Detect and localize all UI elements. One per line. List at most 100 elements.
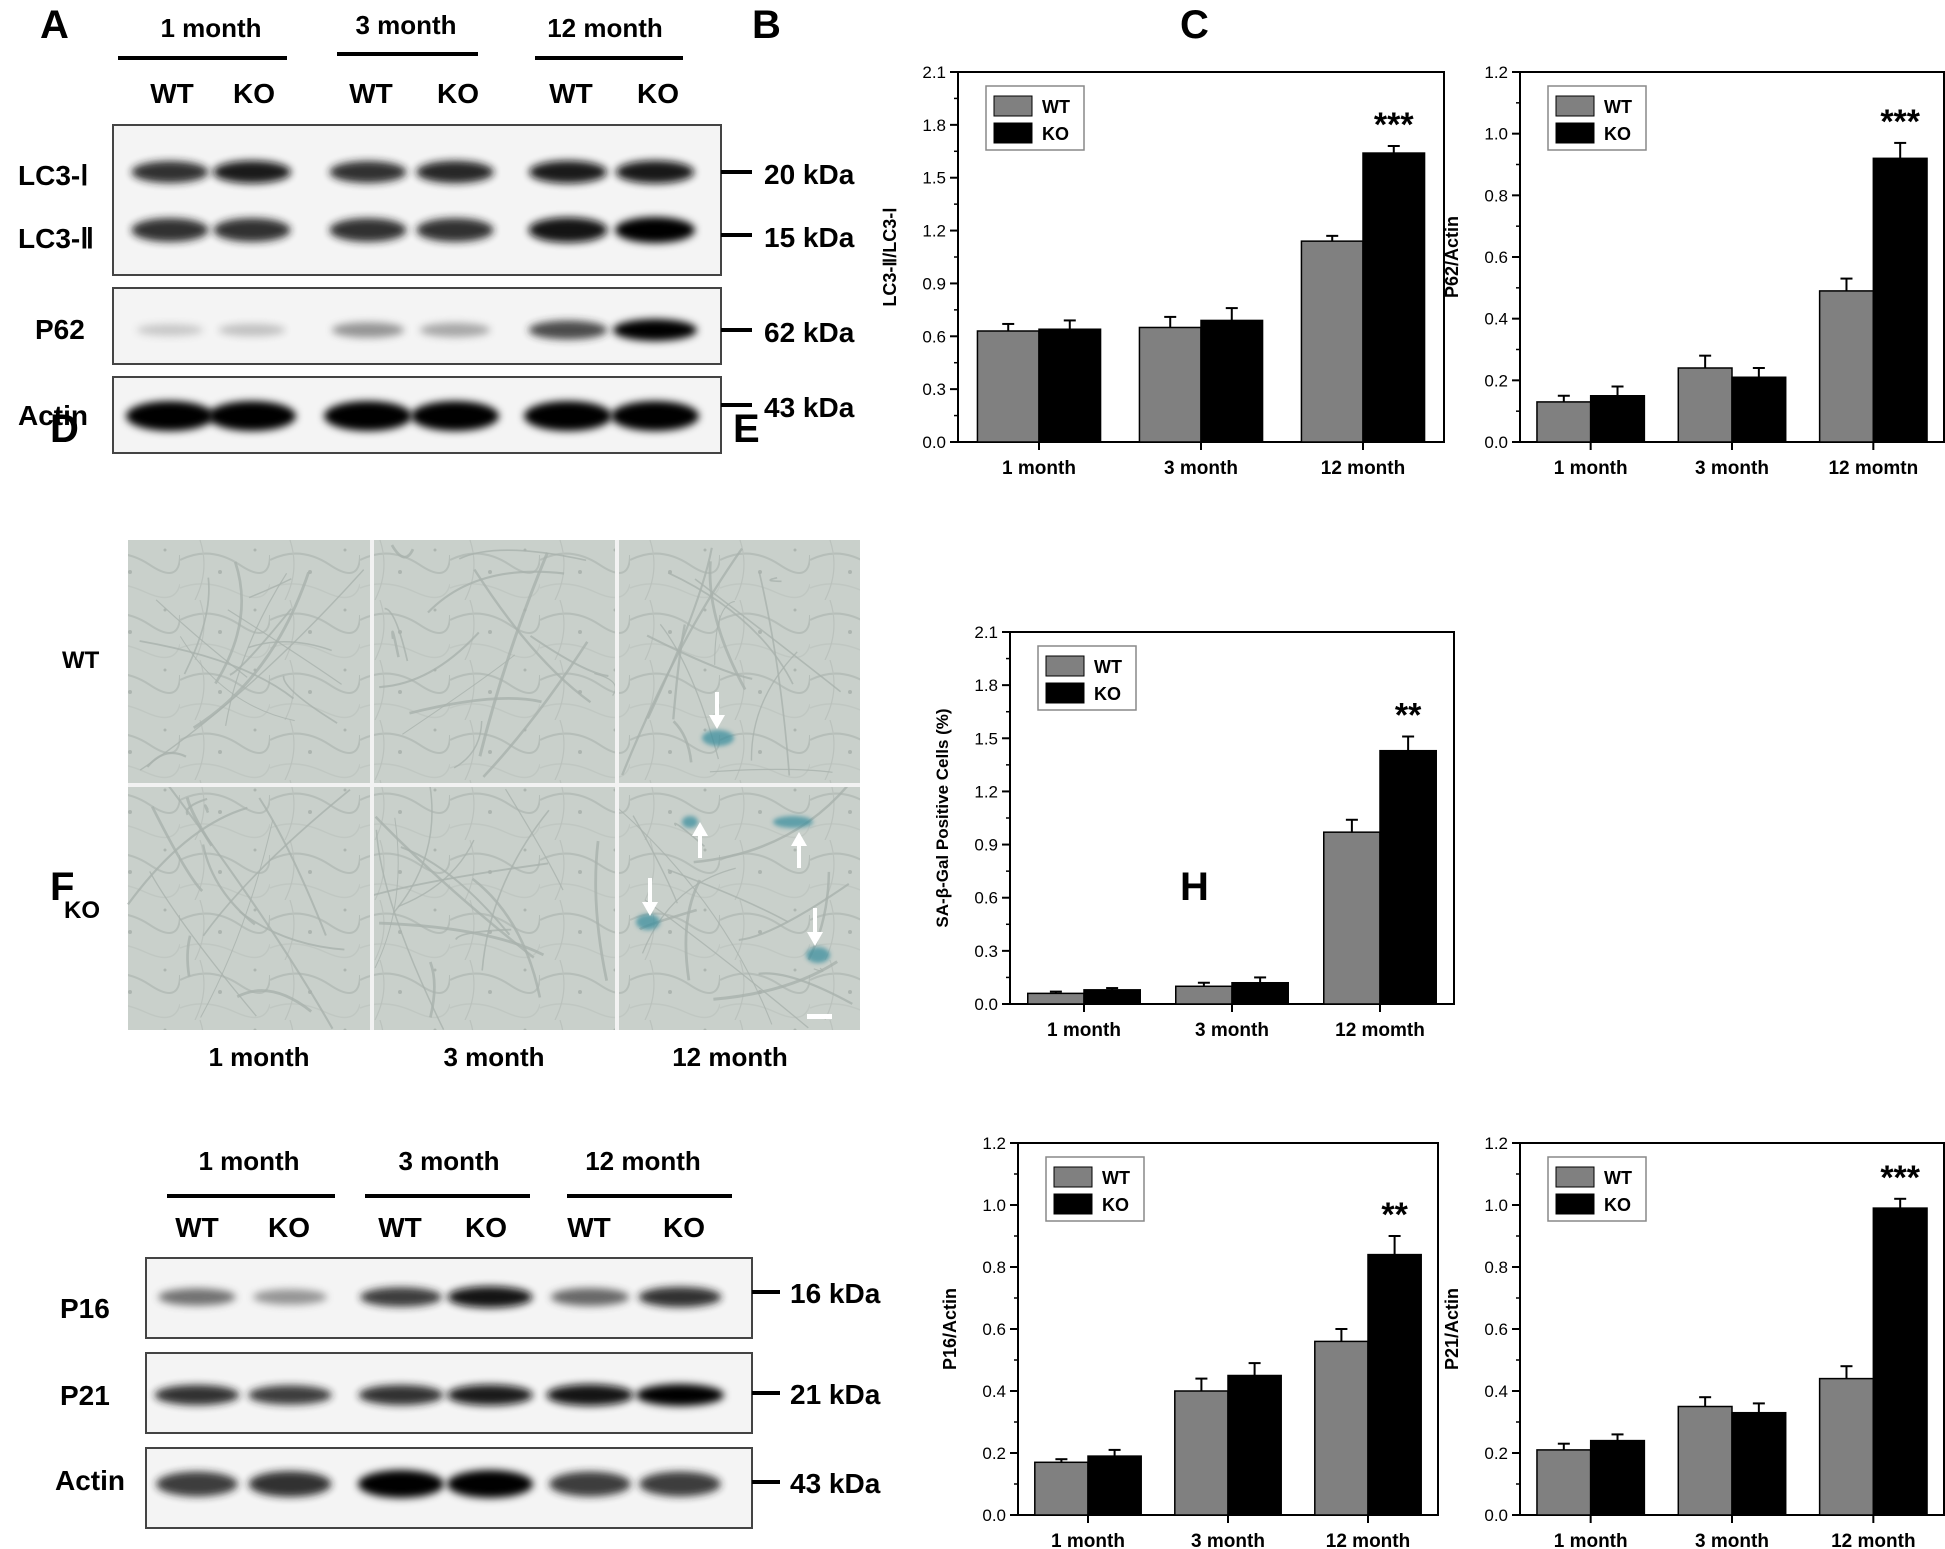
chart-e-ytick-label: 0.0: [974, 995, 998, 1014]
chart-g-ytick-label: 0.8: [982, 1258, 1006, 1277]
chart-b-xtick-label: 3 month: [1164, 458, 1238, 479]
cell-process: [375, 829, 445, 1031]
cell-process: [714, 600, 735, 665]
arrow-head: [807, 932, 823, 946]
cell-process: [641, 867, 736, 954]
blot-f-p21-band-3: [358, 1384, 444, 1406]
arrow-head: [791, 832, 807, 846]
chart-b-bar-wt-3: [1300, 240, 1364, 443]
cell-process: [384, 607, 409, 662]
panel-label-b: B: [752, 3, 781, 47]
cell-process: [632, 815, 678, 904]
chart-e-bar-ko-3: [1379, 749, 1437, 1005]
cell-process: [179, 636, 295, 722]
blot-a-lane-1: WT: [150, 78, 194, 109]
blot-a-lc3-i-band-2: [213, 160, 291, 184]
chart-h-legend-label-wt: WT: [1604, 1168, 1632, 1188]
blot-a-lc3-ii-band-4: [416, 218, 494, 242]
blot-a-actin-band-6: [611, 401, 699, 431]
cell-process: [709, 768, 833, 773]
cell-process: [214, 561, 244, 685]
chart-h-ytick-label: 0.8: [1484, 1258, 1508, 1277]
micro-d: WT KO 1 month 3 month 12 month: [62, 540, 860, 1072]
blot-a-actin-band-4: [411, 401, 499, 431]
chart-b-ytick-label: 0.0: [922, 433, 946, 452]
chart-e-ytick-label: 0.6: [974, 889, 998, 908]
cell-process: [185, 797, 208, 816]
cell-process: [248, 641, 332, 652]
chart-g: 0.0 0.2 0.4 0.6 0.8 1.0 1.2 P16/Actin 1 month 3 m…: [940, 1134, 1439, 1549]
blot-a-kda-2: 15 kDa: [764, 222, 855, 253]
blot-f-lane-5: WT: [567, 1212, 611, 1243]
cell-process: [594, 840, 609, 981]
chart-e-legend-label-ko: KO: [1094, 684, 1121, 704]
blot-a-p62-band-3: [331, 322, 405, 338]
micro-d-row-label-1: WT: [62, 647, 100, 674]
blot-a-lc3-i-band-3: [329, 160, 407, 184]
cell-process: [667, 868, 789, 923]
chart-e-ytick-label: 1.2: [974, 782, 998, 801]
blot-a-lc3-ii-band-5: [528, 217, 608, 243]
cell-process: [167, 785, 334, 1030]
chart-h-xtick-label: 1 month: [1554, 1531, 1628, 1549]
chart-e-legend-swatch-wt: [1045, 655, 1085, 677]
blot-a-kda-1: 20 kDa: [764, 159, 855, 190]
micro-d-annotations: [636, 692, 830, 963]
blot-a-row-label-1: LC3-Ⅰ: [18, 160, 88, 191]
arrow-icon: [642, 878, 658, 916]
cell-process: [769, 577, 782, 583]
blot-a-lane-5: WT: [549, 78, 593, 109]
chart-e-bar-wt-3: [1323, 831, 1381, 1005]
chart-h-bar-ko-3: [1872, 1207, 1928, 1516]
blot-a: 1 month 3 month 12 month WT KO WT KO WT …: [18, 10, 855, 454]
chart-b-xtick-label: 12 month: [1321, 458, 1405, 479]
chart-g-bar-ko-2: [1227, 1374, 1282, 1516]
blot-a-p62-band-6: [613, 319, 697, 341]
blot-f-row-label-2: P21: [60, 1380, 110, 1411]
micro-d-col-label-3: 12 month: [672, 1042, 788, 1072]
chart-g-bar-wt-3: [1314, 1340, 1369, 1516]
cell-process: [482, 641, 589, 778]
cell-process: [409, 697, 542, 715]
blot-a-actin-band-2: [208, 401, 296, 431]
chart-h-legend-label-ko: KO: [1604, 1195, 1631, 1215]
chart-h: 0.0 0.2 0.4 0.6 0.8 1.0 1.2 P21/Actin 1 month 3 m…: [1442, 1134, 1945, 1549]
blot-f-kda-2: 21 kDa: [790, 1379, 881, 1410]
blot-a-bands: [126, 160, 699, 431]
blot-f-lane-3: WT: [378, 1212, 422, 1243]
chart-g-ytick-label: 0.2: [982, 1444, 1006, 1463]
blot-a-lane-4: KO: [437, 78, 479, 109]
blot-f-kda-1: 16 kDa: [790, 1278, 881, 1309]
cell-process: [694, 578, 842, 693]
cell-process: [200, 819, 274, 1018]
cell-process: [248, 578, 292, 599]
blot-f-lane-4: KO: [465, 1212, 507, 1243]
chart-g-legend-swatch-ko: [1053, 1193, 1093, 1215]
chart-c-ytick-label: 1.0: [1484, 125, 1508, 144]
chart-c-significance: ***: [1880, 103, 1920, 141]
cell-process: [390, 544, 415, 559]
chart-b-legend-label-wt: WT: [1042, 97, 1070, 117]
chart-b-legend-swatch-ko: [993, 122, 1033, 144]
blot-a-lane-3: WT: [349, 78, 393, 109]
chart-e-bar-ko-1: [1083, 989, 1141, 1005]
arrow-icon: [709, 692, 725, 729]
blot-f-p21-band-5: [546, 1384, 634, 1406]
cell-process: [127, 806, 248, 906]
chart-b-xtick-label: 1 month: [1002, 458, 1076, 479]
chart-b-ytick-label: 0.3: [922, 380, 946, 399]
blot-f-group-2: 3 month: [398, 1146, 499, 1176]
cell-process: [672, 624, 686, 720]
cell-process: [150, 805, 204, 892]
cell-process: [458, 549, 587, 562]
micro-d-col-label-1: 1 month: [208, 1042, 309, 1072]
chart-e-xtick-label: 3 month: [1195, 1020, 1269, 1041]
cell-process: [471, 877, 542, 998]
scale-bar: [807, 1014, 832, 1019]
blot-a-actin-band-3: [324, 401, 412, 431]
cell-process: [239, 910, 345, 951]
cell-process: [258, 797, 327, 936]
chart-b-ytick-label: 0.9: [922, 274, 946, 293]
chart-g-bar-wt-2: [1174, 1390, 1229, 1516]
chart-h-ytick-label: 1.2: [1484, 1134, 1508, 1153]
